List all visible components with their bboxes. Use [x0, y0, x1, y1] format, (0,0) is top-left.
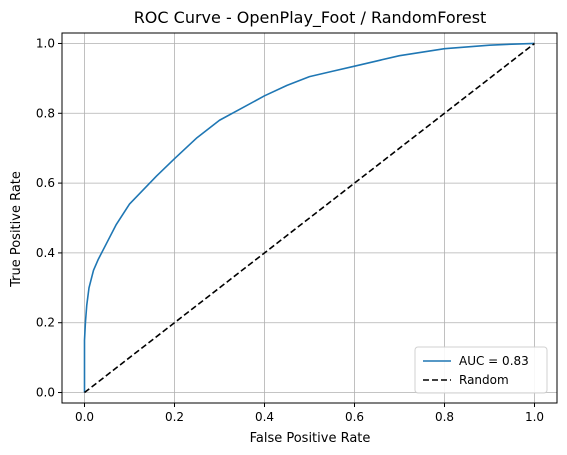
x-tick-label: 0.4: [255, 410, 274, 424]
axis-ticks: 0.0 0.2 0.4 0.6 0.8 1.0 0.0 0.2 0.4 0.6 0.8 1.0: [36, 36, 544, 424]
legend-label: Random: [459, 373, 509, 387]
legend: AUC = 0.83 Random: [414, 346, 548, 394]
x-tick-label: 0.6: [345, 410, 364, 424]
legend-label: AUC = 0.83: [459, 354, 529, 368]
y-tick-label: 0.8: [36, 106, 55, 120]
x-tick-label: 0.8: [435, 410, 454, 424]
x-tick-label: 1.0: [525, 410, 544, 424]
y-tick-label: 0.0: [36, 386, 55, 400]
plot-series: [83, 42, 535, 394]
x-tick-label: 0.2: [165, 410, 184, 424]
y-tick-label: 0.4: [36, 246, 55, 260]
axes-frame: [61, 32, 558, 404]
y-tick-label: 0.6: [36, 176, 55, 190]
legend-box: [414, 346, 548, 394]
y-tick-label: 1.0: [36, 36, 55, 50]
x-axis-label: False Positive Rate: [250, 431, 371, 446]
random-baseline-line: [84, 42, 535, 394]
chart-title: ROC Curve - OpenPlay_Foot / RandomForest: [134, 8, 487, 28]
y-tick-label: 0.2: [36, 316, 55, 330]
roc-curve-line: [83, 42, 535, 393]
grid-lines: [62, 33, 557, 403]
y-axis-label: True Positive Rate: [9, 171, 24, 288]
x-tick-label: 0.0: [75, 410, 94, 424]
